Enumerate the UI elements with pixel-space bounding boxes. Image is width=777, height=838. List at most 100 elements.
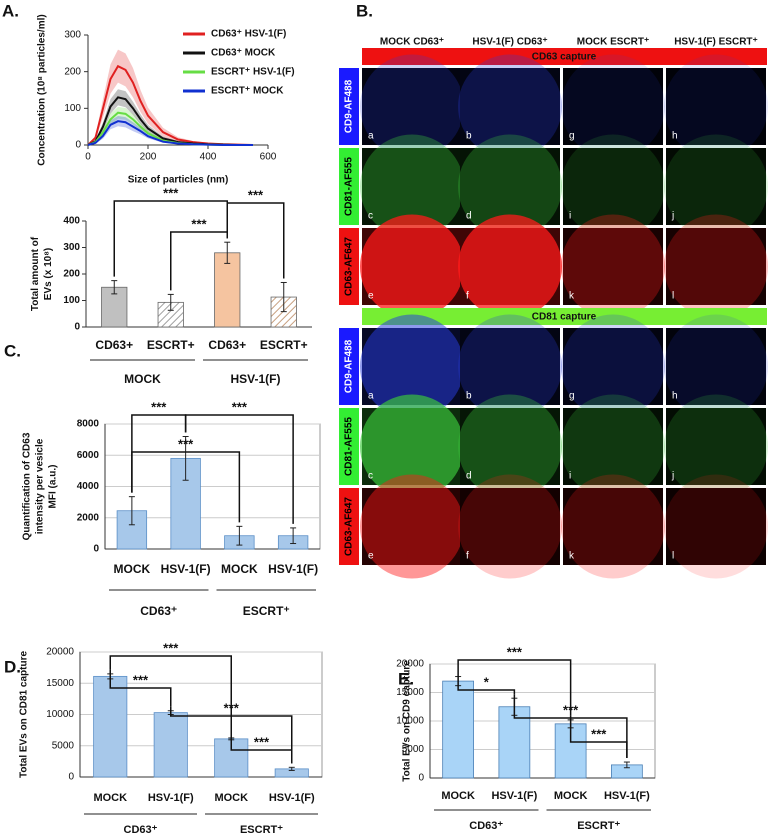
cell-letter: a xyxy=(368,131,374,142)
panel-label: D. xyxy=(4,657,21,676)
legend-label: CD63⁺ HSV-1(F) xyxy=(211,29,286,40)
micrograph xyxy=(664,394,768,499)
x-tick-label: CD63+ xyxy=(208,338,246,352)
cell-letter: l xyxy=(672,291,674,302)
y-tick-label: 2000 xyxy=(77,512,100,523)
micrograph xyxy=(664,214,768,319)
row-label: CD9-AF488 xyxy=(344,79,355,133)
significance-label: *** xyxy=(163,185,179,200)
bar xyxy=(214,252,241,328)
significance-label: *** xyxy=(254,734,270,749)
x-tick-label: HSV-1(F) xyxy=(148,792,194,804)
y-tick-label: 300 xyxy=(64,30,81,41)
micrograph xyxy=(561,54,665,159)
row-label: CD63-AF647 xyxy=(344,237,355,296)
x-tick-label: MOCK xyxy=(221,562,258,576)
cell-letter: h xyxy=(672,131,678,142)
cell-letter: e xyxy=(368,291,374,302)
cell-letter: g xyxy=(569,391,575,402)
significance-bracket xyxy=(226,202,285,279)
row-label: CD9-AF488 xyxy=(344,339,355,393)
significance-bracket xyxy=(109,669,172,707)
row-label-bg xyxy=(339,68,359,145)
y-tick-label: 0 xyxy=(68,772,74,783)
micrograph xyxy=(458,134,562,239)
row-label: CD81-AF555 xyxy=(344,157,355,216)
y-tick-label: 10000 xyxy=(396,716,424,727)
error-band xyxy=(88,49,253,145)
group-label: CD63⁺ xyxy=(469,820,503,832)
y-tick-label: 5000 xyxy=(52,740,75,751)
section-title: CD63 capture xyxy=(532,52,597,63)
significance-label: *** xyxy=(151,399,167,414)
significance-label: *** xyxy=(133,672,149,687)
y-axis-label: Total EVs on CD9 capture xyxy=(402,660,413,782)
x-tick-label: HSV-1(F) xyxy=(161,562,211,576)
cell-letter: i xyxy=(569,211,571,222)
bar xyxy=(442,680,474,779)
significance-bracket xyxy=(131,451,241,523)
x-tick-label: HSV-1(F) xyxy=(604,790,650,802)
significance-label: *** xyxy=(163,640,179,655)
micrograph xyxy=(664,134,768,239)
error-bar xyxy=(128,496,135,526)
cell-letter: k xyxy=(569,551,575,562)
y-axis-label: intensity per vesicle xyxy=(35,438,46,534)
section-banner xyxy=(362,48,767,65)
error-bar xyxy=(167,293,174,311)
y-tick-label: 400 xyxy=(63,216,80,227)
error-bar xyxy=(236,525,243,546)
row-label-bg xyxy=(339,228,359,305)
error-bar xyxy=(290,527,297,545)
bar xyxy=(93,675,128,778)
cell-letter: g xyxy=(569,131,575,142)
significance-bracket xyxy=(457,672,516,695)
group-label: CD63⁺ xyxy=(140,604,177,618)
panel-label: A. xyxy=(2,1,19,20)
cell-letter: l xyxy=(672,551,674,562)
x-tick-label: 200 xyxy=(140,152,157,163)
cell-letter: f xyxy=(466,291,469,302)
row-label-bg xyxy=(339,488,359,565)
error-bar xyxy=(111,280,118,295)
micrograph xyxy=(458,314,562,419)
significance-label: *** xyxy=(507,644,523,659)
y-tick-label: 100 xyxy=(63,295,80,306)
x-tick-label: HSV-1(F) xyxy=(269,792,315,804)
error-bar xyxy=(280,281,287,313)
cell-letter: b xyxy=(466,131,472,142)
y-axis-label: Total EVs on CD81 capture xyxy=(19,651,30,779)
y-tick-label: 5000 xyxy=(402,744,425,755)
x-tick-label: HSV-1(F) xyxy=(268,562,318,576)
bar xyxy=(153,712,188,778)
micrograph xyxy=(561,394,665,499)
y-tick-label: 0 xyxy=(418,773,424,784)
column-header: HSV-1(F) CD63⁺ xyxy=(472,37,547,48)
cell-letter: a xyxy=(368,391,374,402)
x-tick-label: ESCRT+ xyxy=(260,338,308,352)
cell-letter: f xyxy=(466,551,469,562)
legend-label: ESCRT⁺ HSV-1(F) xyxy=(211,67,295,78)
y-tick-label: 10000 xyxy=(46,709,74,720)
micrograph xyxy=(561,474,665,579)
y-axis-label: Quantification of CD63 xyxy=(22,432,33,540)
y-axis-label: Concentration (10⁸ particles/ml) xyxy=(37,14,48,165)
row-label-bg xyxy=(339,408,359,485)
significance-label: *** xyxy=(563,702,579,717)
row-label: CD63-AF647 xyxy=(344,497,355,556)
y-tick-label: 20000 xyxy=(46,647,74,658)
legend-label: ESCRT⁺ MOCK xyxy=(211,86,284,97)
significance-label: *** xyxy=(224,700,240,715)
group-label: ESCRT⁺ xyxy=(577,820,620,832)
significance-bracket xyxy=(230,733,293,764)
cell-letter: j xyxy=(671,471,674,482)
error-bar xyxy=(224,241,231,264)
x-tick-label: 600 xyxy=(260,152,277,163)
significance-label: * xyxy=(484,674,490,689)
x-tick-label: ESCRT+ xyxy=(147,338,195,352)
x-tick-label: MOCK xyxy=(114,562,151,576)
significance-label: *** xyxy=(178,436,194,451)
x-tick-label: MOCK xyxy=(554,790,588,802)
x-tick-label: 0 xyxy=(85,152,91,163)
micrograph xyxy=(360,314,464,419)
